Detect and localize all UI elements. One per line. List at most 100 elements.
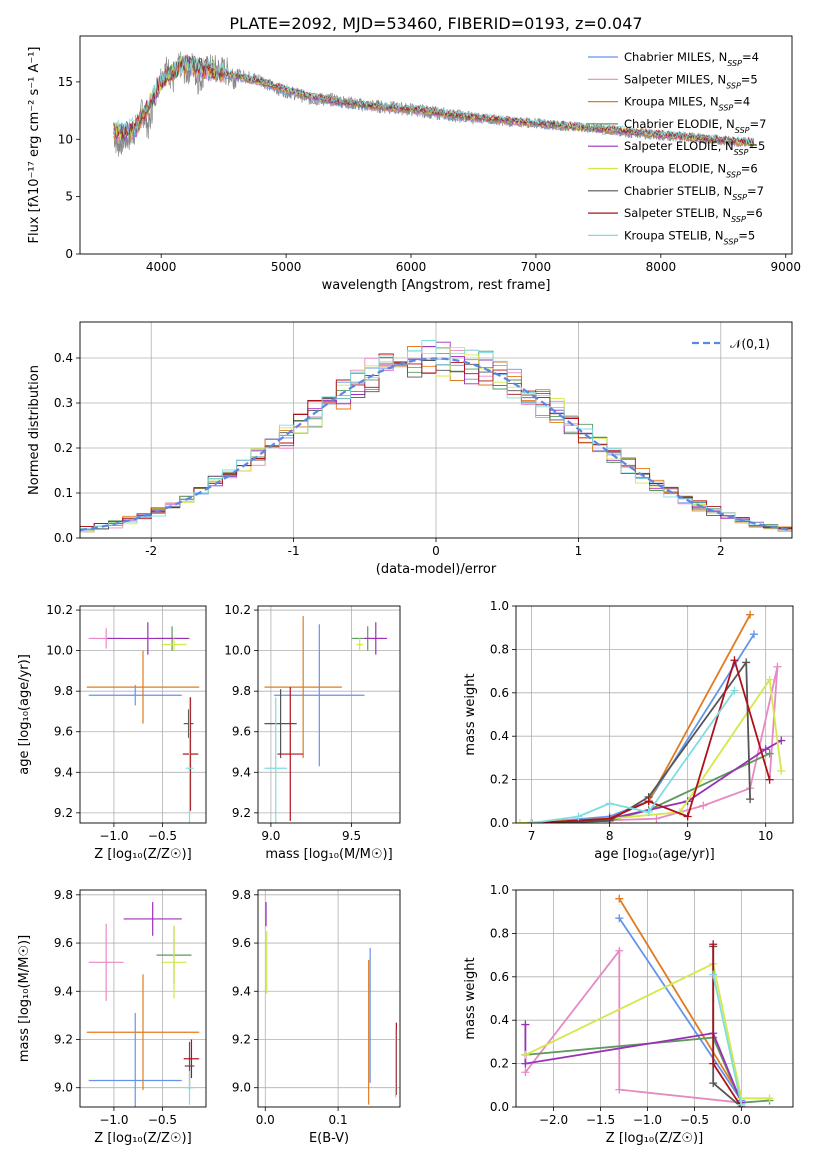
legend-count: =7: [747, 184, 764, 198]
legend-count: =4: [733, 95, 750, 109]
legend-entry-3: Chabrier ELODIE, NSSP=7: [624, 117, 766, 134]
axes-frame-age-vs-mass: [257, 605, 401, 824]
axes-frame-weight-vs-age: [515, 605, 794, 824]
plot-area-age-vs-Z: [80, 606, 206, 823]
y-tick-label: 0.1: [54, 486, 73, 500]
axes-frame-spectrum: [79, 35, 793, 255]
x-axis-label: Z [log₁₀(Z/Z☉)]: [94, 1131, 191, 1146]
x-tick-label: −1.5: [586, 1113, 615, 1127]
y-tick-label: 0.4: [490, 729, 509, 743]
y-tick-label: 9.8: [232, 888, 251, 902]
x-axis-label: Z [log₁₀(Z/Z☉)]: [606, 1131, 703, 1146]
series-marker-5-3: [765, 1094, 774, 1103]
x-tick-label: 8000: [646, 260, 677, 274]
legend-entry-1: Salpeter MILES, NSSP=5: [624, 72, 758, 90]
axes-frame-mass-vs-ebv: [257, 889, 401, 1108]
legend-count: =5: [748, 139, 765, 153]
y-tick-label: 5: [65, 190, 73, 204]
legend-sub: SSP: [735, 125, 750, 134]
x-tick-label: -1: [288, 544, 300, 558]
plots-layer: 4000 5000 6000 7000 8000 9000051015wavelength…: [17, 35, 801, 1146]
legend-sub: SSP: [731, 215, 746, 224]
panel-spectrum: 4000 5000 6000 7000 8000 9000 0 5 10 15 wavelength…: [27, 35, 801, 293]
series-marker-4-4: [777, 736, 786, 745]
legend-count: =6: [741, 162, 758, 176]
x-tick-label: 10: [758, 829, 773, 843]
series-marker-2-0: [615, 894, 624, 903]
y-tick-label: 9.6: [232, 936, 251, 950]
legend-sub: SSP: [726, 81, 741, 90]
series-marker-1-0: [521, 1068, 530, 1077]
figure-title: PLATE=2092, MJD=53460, FIBERID=0193, z=0…: [229, 14, 642, 33]
series-marker-5-0: [516, 819, 524, 823]
plot-area-age-vs-mass: [258, 606, 400, 823]
series-line-4: [531, 739, 782, 823]
legend-count: =5: [741, 72, 758, 86]
x-axis-label: (data-model)/error: [376, 562, 497, 577]
x-axis-label: Z [log₁₀(Z/Z☉)]: [94, 847, 191, 862]
legend-sub: SSP: [732, 192, 747, 201]
series-marker-8-4: [730, 686, 739, 695]
series-marker-7-1: [605, 814, 614, 823]
y-tick-label: 9.2: [232, 806, 251, 820]
x-tick-label: 4000: [146, 260, 177, 274]
x-axis-label: wavelength [Angstrom, rest frame]: [322, 278, 551, 293]
axes-frame-weight-vs-Z: [515, 889, 794, 1108]
series-marker-0-0: [615, 914, 624, 923]
y-tick-label: 9.2: [54, 806, 73, 820]
series-line-8: [531, 690, 736, 823]
panel-mass-vs-ebv: 0.0 0.1 9.0 9.2 9.4 9.6 9.8 E(B-V): [232, 888, 401, 1146]
y-axis-label: Normed distribution: [27, 365, 42, 495]
series-marker-4-3: [761, 745, 770, 754]
series-marker-5-3: [765, 675, 774, 684]
panel-mass-vs-Z: −1.0 −0.5 9.0 9.2 9.4 9.6 9.8 Z [log₁₀(Z/Z☉)] ma…: [17, 888, 207, 1146]
series-marker-1-2: [615, 1085, 624, 1094]
y-tick-label: 15: [58, 75, 73, 89]
series-marker-7-5: [765, 775, 774, 784]
series-line-2: [618, 898, 743, 1099]
axes-frame-residuals: [79, 321, 793, 539]
x-tick-label: 0.0: [732, 1113, 751, 1127]
y-axis-label: mass weight: [463, 673, 478, 755]
series-line-1: [524, 948, 742, 1104]
axes-frame-age-vs-Z: [79, 605, 207, 824]
x-tick-label: 9000: [770, 260, 801, 274]
series-marker-7-1: [709, 1059, 718, 1068]
histogram-8: [80, 340, 792, 538]
legend-entry-6: Chabrier STELIB, NSSP=7: [624, 184, 764, 202]
x-axis-label: mass [log₁₀(M/M☉)]: [265, 847, 392, 862]
x-tick-label: 9.5: [342, 829, 361, 843]
y-tick-label: 9.2: [232, 1032, 251, 1046]
y-tick-label: 9.6: [54, 725, 73, 739]
plot-area-residuals: [80, 322, 792, 538]
series-marker-7-3: [683, 812, 692, 821]
plot-area-weight-vs-Z: [516, 890, 793, 1107]
model-spectrum-8: [113, 54, 754, 144]
series-marker-1-4: [773, 662, 782, 671]
x-tick-label: 9.0: [261, 829, 280, 843]
x-tick-label: −1.0: [99, 829, 128, 843]
x-axis-label: age [log₁₀(age/yr)]: [594, 847, 715, 862]
x-tick-label: 1: [575, 544, 583, 558]
panel-weight-vs-Z: −2.0 −1.5 −1.0 −0.5 0.0 0.0 0.2 0.4 0.6 0.8 1.0 Z […: [463, 883, 794, 1146]
series-marker-5-4: [777, 766, 786, 775]
y-axis-label: mass weight: [463, 957, 478, 1039]
legend: Chabrier MILES, NSSP=4 Salpeter MILES, NS…: [588, 50, 766, 246]
y-tick-label: 0.0: [54, 531, 73, 545]
y-tick-label: 9.4: [54, 984, 73, 998]
series-marker-2-3: [746, 610, 755, 619]
x-tick-label: 6000: [396, 260, 427, 274]
legend-sub: SSP: [734, 148, 749, 157]
x-tick-label: −2.0: [539, 1113, 568, 1127]
series-marker-1-1: [652, 814, 661, 823]
legend-entry-5: Kroupa ELODIE, NSSP=6: [624, 162, 758, 180]
y-tick-label: 0.2: [490, 773, 509, 787]
series-marker-8-1: [574, 812, 583, 821]
series-line-6: [531, 659, 751, 823]
histogram-7: [80, 353, 792, 538]
series-marker-8-0: [709, 970, 718, 979]
y-tick-label: 0.2: [54, 441, 73, 455]
axes-frame-mass-vs-Z: [79, 889, 207, 1108]
x-tick-label: −1.0: [99, 1113, 128, 1127]
legend-sub: SSP: [727, 59, 742, 68]
